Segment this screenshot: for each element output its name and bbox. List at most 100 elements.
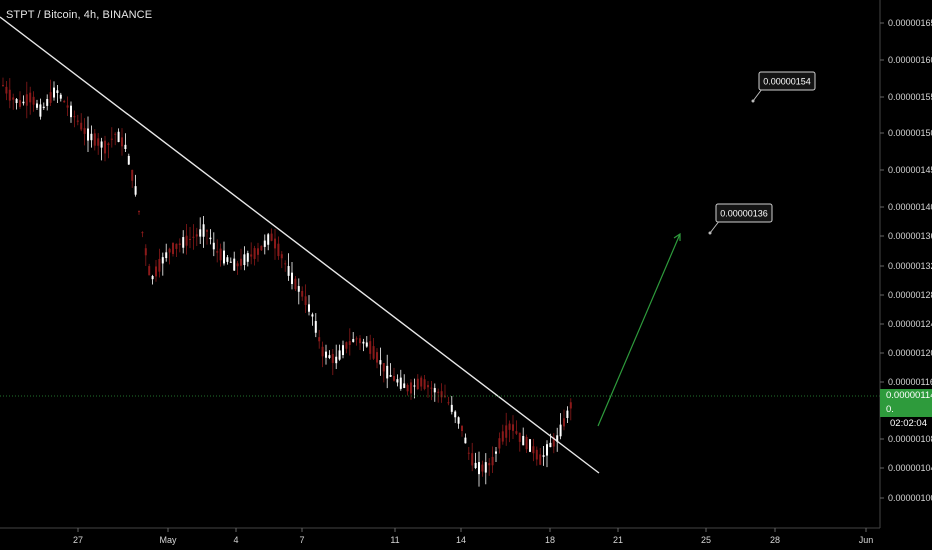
candle (433, 383, 436, 402)
candle (518, 432, 521, 452)
candle (569, 398, 572, 421)
projection-arrow[interactable] (597, 232, 681, 427)
price-tick-label: 0.00000140 (888, 202, 932, 212)
candle (8, 78, 11, 109)
candle (134, 174, 137, 197)
candle (250, 242, 253, 265)
time-tick-label: 7 (299, 535, 304, 545)
candle (481, 460, 484, 477)
candle (284, 260, 287, 272)
candle (403, 374, 406, 389)
candle (199, 217, 202, 244)
candle (25, 81, 28, 119)
candle (138, 210, 140, 215)
candle (508, 420, 511, 443)
price-callout-1[interactable]: 0.00000154 (751, 71, 816, 103)
price-tick-label: 0.00000128 (888, 290, 932, 300)
candle (501, 424, 504, 445)
candle (396, 374, 399, 387)
price-tick-label: 0.00000165 (888, 18, 932, 28)
price-tick-label: 0.00000108 (888, 434, 932, 444)
candle (532, 438, 535, 462)
price-tick-label: 0.00000145 (888, 165, 932, 175)
candle (80, 113, 83, 132)
candle (131, 169, 134, 188)
candle (155, 260, 157, 282)
candle (484, 453, 487, 485)
candle (399, 369, 402, 391)
price-callout-2[interactable]: 0.00000136 (708, 203, 773, 235)
time-axis[interactable]: 27 May 4 7 11 14 18 21 25 28 Jun (0, 527, 880, 545)
candle (454, 410, 457, 424)
price-tick-label: 0.00000136 (888, 231, 932, 241)
candle (63, 99, 66, 103)
price-tick-label: 0.00000160 (888, 55, 932, 65)
candle (257, 242, 259, 262)
candle (161, 252, 164, 276)
candle (49, 79, 52, 106)
candle (376, 348, 378, 369)
candle (70, 101, 72, 123)
candle (121, 128, 123, 156)
candle (556, 427, 559, 452)
candle (29, 86, 32, 115)
descending-trendline[interactable] (0, 16, 600, 474)
candle (450, 395, 453, 415)
candle (464, 433, 467, 444)
candle (110, 127, 113, 148)
candle (263, 234, 266, 255)
candle (546, 440, 548, 468)
candle (165, 243, 168, 262)
price-tick-label: 0.00000132 (888, 261, 932, 271)
candle (311, 312, 314, 326)
price-tick-label: 0.00000116 (888, 377, 932, 387)
candle (345, 341, 348, 354)
candle (563, 409, 565, 431)
candle (5, 80, 8, 101)
candle (185, 223, 188, 255)
candle (104, 135, 106, 162)
candle (359, 335, 361, 350)
time-tick-label: 4 (233, 535, 238, 545)
candle (240, 248, 242, 270)
candle (209, 229, 212, 245)
candle (498, 432, 501, 454)
candle (53, 81, 55, 101)
candle (260, 245, 263, 252)
candle (505, 412, 508, 446)
candle (386, 354, 389, 389)
symbol-title[interactable]: STPT / Bitcoin, 4h, BINANCE (6, 9, 153, 21)
candle (192, 224, 195, 250)
candle (168, 247, 171, 265)
candle (321, 341, 324, 368)
candle (440, 383, 443, 403)
time-tick-label: May (159, 535, 177, 545)
candle (202, 215, 205, 248)
time-tick-label: 28 (770, 535, 780, 545)
candle (467, 446, 470, 460)
candle (36, 99, 38, 111)
candle (328, 350, 331, 360)
time-tick-label: 11 (390, 535, 399, 545)
candle (141, 231, 144, 238)
candle (19, 91, 21, 109)
candle (352, 332, 355, 343)
candle (342, 340, 344, 359)
candle (304, 284, 307, 314)
candle (182, 230, 185, 254)
candle (233, 251, 236, 271)
candle (76, 114, 79, 126)
countdown-prefix: 0. (886, 404, 894, 415)
price-tick-label: 0.00000100 (888, 493, 932, 503)
time-tick-label: Jun (859, 535, 874, 545)
candle (365, 336, 368, 348)
candle (423, 374, 426, 391)
price-axis[interactable]: 0.00000165 0.00000160 0.00000155 0.00000150… (879, 0, 932, 528)
candle (46, 94, 49, 111)
candle (542, 446, 545, 466)
candle (355, 336, 358, 346)
candle (420, 375, 423, 391)
candle (308, 295, 310, 316)
price-tick-label: 0.00000104 (888, 463, 932, 473)
